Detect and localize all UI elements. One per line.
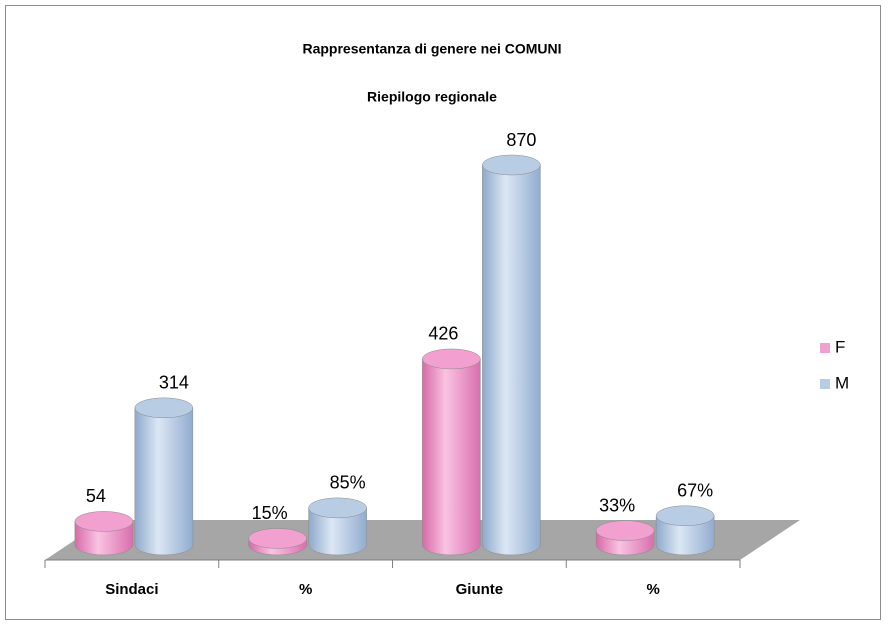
data-label: 870 [506, 130, 536, 150]
bar [482, 154, 541, 556]
x-tick-label: Giunte [456, 581, 504, 598]
x-tick-label: % [646, 581, 659, 598]
data-label: 15% [252, 503, 288, 523]
x-tick-label: Sindaci [105, 581, 158, 598]
bar [74, 511, 134, 556]
bar [422, 348, 481, 556]
data-label: 314 [159, 373, 189, 393]
legend-swatch [820, 379, 830, 389]
legend-swatch [820, 343, 830, 353]
bar [248, 528, 307, 556]
legend-label: F [835, 337, 845, 356]
data-label: 426 [428, 324, 458, 344]
bar [655, 505, 715, 556]
data-label: 54 [86, 486, 106, 506]
chart-subtitle: Riepilogo regionale [367, 89, 497, 105]
x-tick-label: % [299, 581, 312, 598]
chart-title: Rappresentanza di genere nei COMUNI [302, 41, 561, 57]
legend-label: M [835, 373, 849, 392]
data-label: 33% [599, 495, 635, 515]
bar [595, 520, 655, 556]
data-label: 85% [330, 473, 366, 493]
data-label: 67% [677, 480, 713, 500]
bar [308, 497, 367, 556]
bar [134, 397, 194, 556]
